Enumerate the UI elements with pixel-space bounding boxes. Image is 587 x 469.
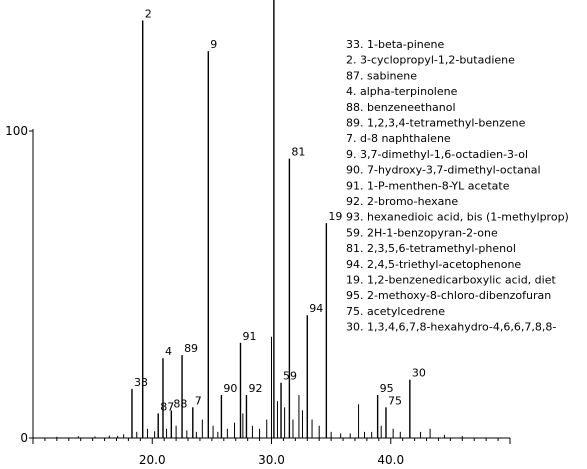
peak-label-94: 94 [309,302,323,315]
peak-label-89: 89 [184,342,198,355]
peak-label-90: 90 [223,382,237,395]
x-tick-label: 20.0 [139,453,166,467]
legend-entry: 87. sabinene [346,69,417,82]
legend-entry: 7. d-8 naphthalene [346,132,451,145]
legend-entry: 30. 1,3,4,6,7,8-hexahydro-4,6,6,7,8,8- [346,321,556,334]
peak-label-9: 9 [210,38,217,51]
y-tick-label: 0 [20,431,28,445]
peak-labels: 3328748889799091929359819419957530 [134,7,426,413]
x-tick-label: 40.0 [377,453,404,467]
peak-label-81: 81 [291,146,305,159]
legend-entry: 89. 1,2,3,4-tetramethyl-benzene [346,117,526,130]
legend-entry: 88. benzeneethanol [346,101,456,114]
legend-entry: 33. 1-beta-pinene [346,38,444,51]
peak-label-2: 2 [145,7,152,20]
legend-entry: 92. 2-bromo-hexane [346,195,458,208]
peak-label-30: 30 [412,367,426,380]
peak-label-87: 87 [160,400,174,413]
legend-entry: 93. hexanedioic acid, bis (1-methylprop) [346,211,569,224]
major-peaks [131,0,411,438]
legend-entry: 91. 1-P-menthen-8-YL acetate [346,179,510,192]
x-tick-label: 30.0 [258,453,285,467]
legend-entry: 4. alpha-terpinolene [346,85,458,98]
legend-entry: 95. 2-methoxy-8-chloro-dibenzofuran [346,289,551,302]
legend-entry: 9. 3,7-dimethyl-1,6-octadien-3-ol [346,148,528,161]
peak-label-59: 59 [283,370,297,383]
minor-peaks [56,336,463,438]
peak-label-19: 19 [328,210,342,223]
legend-entry: 81. 2,3,5,6-tetramethyl-phenol [346,242,516,255]
peak-label-75: 75 [388,394,402,407]
legend-entry: 94. 2,4,5-triethyl-acetophenone [346,258,521,271]
peak-label-33: 33 [134,376,148,389]
peak-label-95: 95 [380,382,394,395]
legend-entry: 2. 3-cyclopropyl-1,2-butadiene [346,54,515,67]
legend-entry: 75. acetylcedrene [346,305,445,318]
peak-label-92: 92 [248,382,262,395]
legend-entry: 59. 2H-1-benzopyran-2-one [346,226,498,239]
legend-entry: 90. 7-hydroxy-3,7-dimethyl-octanal [346,164,541,177]
legend: 33. 1-beta-pinene 2. 3-cyclopropyl-1,2-bu… [346,38,569,334]
legend-entry: 19. 1,2-benzenedicarboxylic acid, diet [346,274,556,287]
peak-label-88: 88 [173,397,187,410]
axes: 20.0 30.0 40.0 0 100 [5,124,511,467]
peak-label-91: 91 [242,330,256,343]
peak-label-7: 7 [195,394,202,407]
y-tick-label: 100 [5,124,28,138]
peak-label-4: 4 [165,345,172,358]
